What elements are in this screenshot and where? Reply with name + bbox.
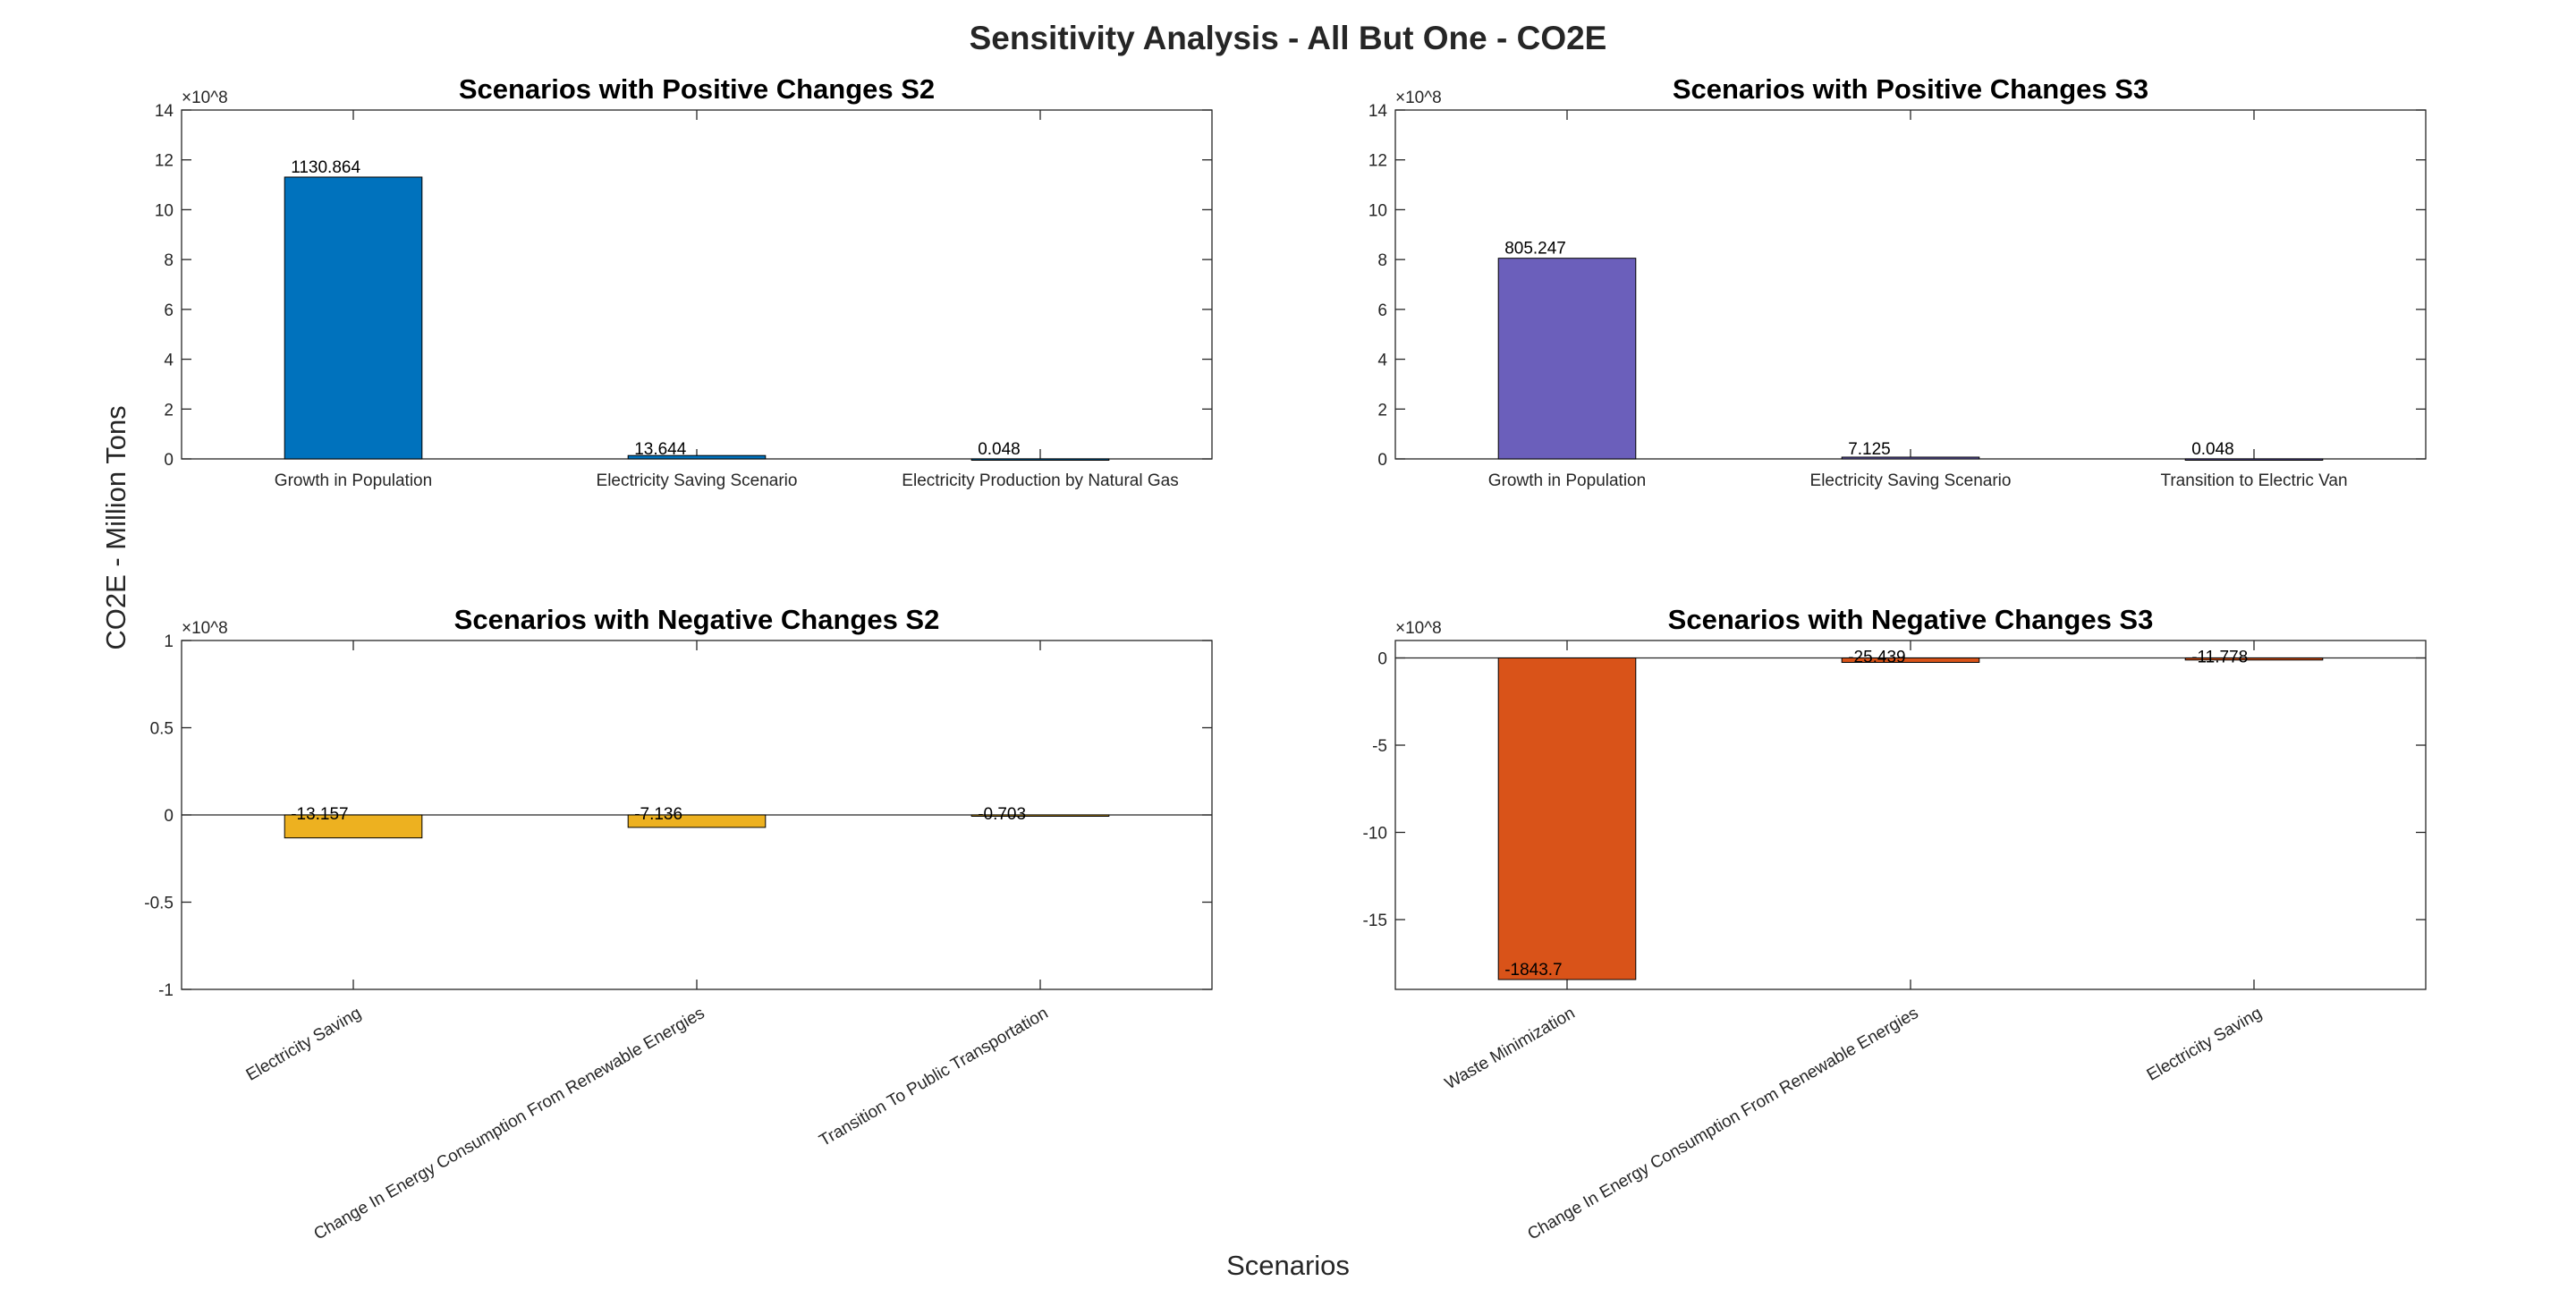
category-label: Transition To Public Transportation	[817, 1004, 1052, 1150]
chart-panel-4: -15 -10 -5 0 ×10^8 Scenarios with Negative Ch…	[1363, 604, 2427, 1244]
figure-xlabel: Scenarios	[1226, 1250, 1350, 1281]
bar	[2184, 458, 2324, 461]
y-tick-label: -10	[1363, 825, 1387, 844]
y-tick-label: 0.5	[150, 720, 174, 739]
y-tick-label: -15	[1363, 912, 1387, 930]
y-tick-label: -5	[1372, 737, 1387, 756]
y-tick-label: 1	[164, 632, 174, 651]
bar	[627, 454, 767, 460]
data-label: 1130.864	[291, 158, 360, 177]
y-tick-label: 14	[155, 102, 174, 121]
y-tick-label: 0	[1377, 650, 1387, 669]
bar	[1497, 258, 1637, 460]
figure-ylabel: CO2E - Million Tons	[100, 405, 131, 649]
chart-panel-3: -1 -0.5 0 0.5 1 ×10^8 Scenarios with Negative …	[144, 604, 1213, 1244]
bar	[627, 814, 767, 828]
chart-title: Scenarios with Positive Changes S3	[1673, 73, 2148, 105]
category-label: Electricity Saving Scenario	[1810, 471, 2012, 490]
chart-panel-2: 0 2 4 6 8 10 12 14 ×10^8 Scenarios with Positive …	[1368, 73, 2427, 490]
axis-exponent-label: ×10^8	[1395, 89, 1442, 107]
bar	[970, 458, 1110, 461]
y-tick-label: 8	[1377, 251, 1387, 270]
category-label: Waste Minimization	[1442, 1004, 1579, 1093]
y-tick-label: 4	[1377, 352, 1387, 370]
y-tick-label: 6	[164, 301, 174, 320]
y-tick-label: 10	[155, 201, 174, 220]
data-label: -1843.7	[1504, 961, 1562, 980]
data-label: 0.048	[2191, 440, 2234, 459]
y-tick-label: 0	[164, 807, 174, 826]
category-label: Electricity Saving	[243, 1004, 365, 1085]
data-label: 0.048	[978, 440, 1021, 459]
data-label: 7.125	[1848, 440, 1891, 459]
data-label: 13.644	[634, 440, 687, 459]
data-label: -25.439	[1848, 649, 1905, 667]
axis-exponent-label: ×10^8	[182, 619, 228, 638]
data-label: -13.157	[291, 805, 348, 824]
category-label: Electricity Production by Natural Gas	[902, 471, 1178, 490]
y-tick-label: 10	[1368, 201, 1387, 220]
y-tick-label: 12	[155, 152, 174, 171]
y-tick-label: 14	[1368, 102, 1388, 121]
data-label: -0.703	[978, 805, 1026, 824]
data-label: 805.247	[1504, 240, 1566, 259]
y-tick-label: 8	[164, 251, 174, 270]
category-label: Transition to Electric Van	[2160, 471, 2347, 490]
figure-title: Sensitivity Analysis - All But One - CO2…	[970, 20, 1607, 56]
chart-title: Scenarios with Positive Changes S2	[459, 73, 935, 105]
bar	[1841, 657, 1980, 663]
bar	[284, 814, 423, 839]
bar	[284, 176, 423, 460]
data-label: -11.778	[2191, 649, 2248, 667]
category-label: Electricity Saving	[2144, 1004, 2266, 1085]
y-tick-label: 2	[1377, 401, 1387, 420]
chart-title: Scenarios with Negative Changes S2	[454, 604, 940, 635]
chart-panel-1: 0 2 4 6 8 10 12 14 ×10^8 Scenarios with Positive …	[155, 73, 1213, 490]
y-tick-label: -1	[158, 981, 174, 1000]
y-tick-label: 12	[1368, 152, 1387, 171]
category-label: Electricity Saving Scenario	[597, 471, 798, 490]
category-label: Change In Energy Consumption From Renewa…	[1524, 1004, 1921, 1243]
y-tick-label: 4	[164, 352, 174, 370]
y-tick-label: -0.5	[144, 895, 174, 913]
axis-exponent-label: ×10^8	[182, 89, 228, 107]
category-label: Growth in Population	[275, 471, 432, 490]
y-tick-label: 0	[164, 451, 174, 470]
data-label: -7.136	[634, 805, 682, 824]
y-tick-label: 2	[164, 401, 174, 420]
y-tick-label: 6	[1377, 301, 1387, 320]
category-label: Change In Energy Consumption From Renewa…	[310, 1004, 708, 1243]
bar	[1841, 456, 1980, 460]
bar	[970, 814, 1110, 817]
category-label: Growth in Population	[1488, 471, 1646, 490]
axis-exponent-label: ×10^8	[1395, 619, 1442, 638]
bar	[2184, 657, 2324, 661]
chart-title: Scenarios with Negative Changes S3	[1668, 604, 2154, 635]
y-tick-label: 0	[1377, 451, 1387, 470]
bar	[1497, 657, 1637, 980]
